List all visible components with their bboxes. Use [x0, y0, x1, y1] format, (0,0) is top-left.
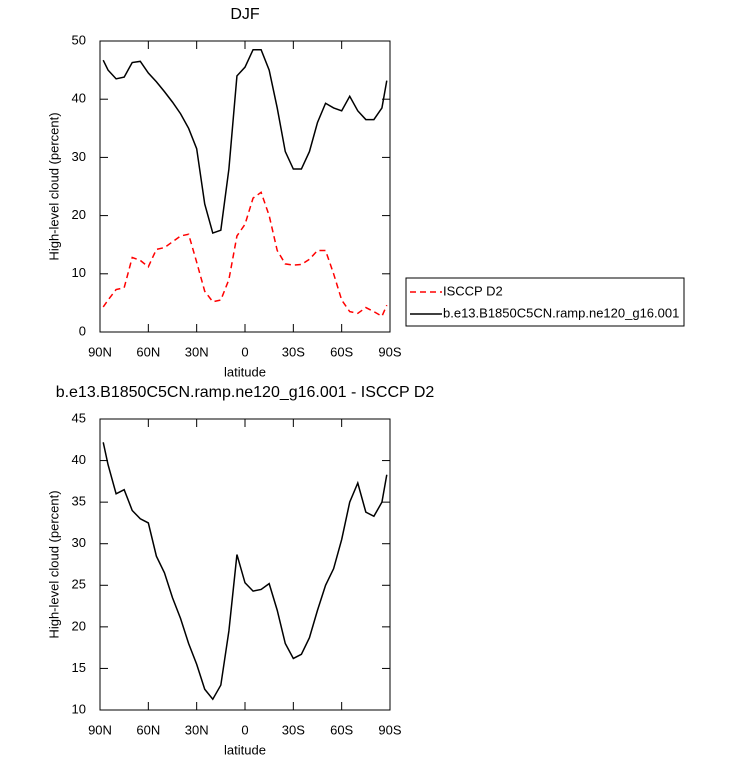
- x-tick-label: 30S: [282, 722, 305, 737]
- data-line: [102, 191, 388, 318]
- x-tick-label: 90S: [378, 722, 401, 737]
- y-tick-label: 10: [72, 701, 86, 716]
- x-tick-label: 90N: [88, 722, 112, 737]
- x-tick-label: 60N: [136, 344, 160, 359]
- x-tick-label: 0: [241, 722, 248, 737]
- x-axis-label: latitude: [224, 364, 266, 379]
- x-tick-label: 30N: [185, 344, 209, 359]
- x-tick-label: 60S: [330, 344, 353, 359]
- x-tick-label: 90S: [378, 344, 401, 359]
- legend-label: ISCCP D2: [443, 283, 503, 298]
- y-tick-label: 20: [72, 207, 86, 222]
- x-tick-label: 60S: [330, 722, 353, 737]
- y-tick-label: 10: [72, 265, 86, 280]
- x-tick-label: 90N: [88, 344, 112, 359]
- legend-box: [405, 277, 685, 327]
- x-tick-label: 30N: [185, 722, 209, 737]
- y-tick-label: 45: [72, 410, 86, 425]
- y-axis-label: High-level cloud (percent): [46, 112, 61, 260]
- data-line: [102, 442, 388, 701]
- chart-title: DJF: [230, 6, 260, 23]
- plot-frame: [99, 40, 391, 333]
- chart-title: b.e13.B1850C5CN.ramp.ne120_g16.001 - ISC…: [56, 384, 435, 401]
- y-axis-label: High-level cloud (percent): [46, 490, 61, 638]
- y-tick-label: 50: [72, 32, 86, 47]
- x-tick-label: 30S: [282, 344, 305, 359]
- x-tick-label: 0: [241, 344, 248, 359]
- legend-label: b.e13.B1850C5CN.ramp.ne120_g16.001: [443, 305, 679, 320]
- plot-frame: [99, 418, 391, 711]
- y-tick-label: 30: [72, 149, 86, 164]
- y-tick-label: 40: [72, 91, 86, 106]
- y-tick-label: 25: [72, 577, 86, 592]
- x-tick-label: 60N: [136, 722, 160, 737]
- y-tick-label: 30: [72, 535, 86, 550]
- y-tick-label: 0: [79, 323, 86, 338]
- y-tick-label: 15: [72, 660, 86, 675]
- data-line: [102, 48, 388, 235]
- y-tick-label: 40: [72, 452, 86, 467]
- y-tick-label: 20: [72, 618, 86, 633]
- x-axis-label: latitude: [224, 742, 266, 757]
- y-tick-label: 35: [72, 494, 86, 509]
